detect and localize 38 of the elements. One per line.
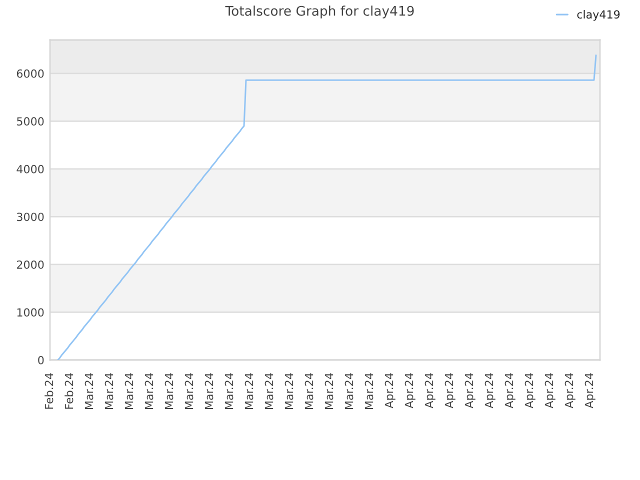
- x-tick-label: Mar.24: [164, 373, 174, 410]
- x-tick-label: Mar.24: [284, 373, 294, 410]
- y-tick-label: 3000: [17, 212, 44, 222]
- x-tick-label: Apr.24: [424, 373, 436, 408]
- x-tick-label: Mar.24: [104, 373, 114, 410]
- x-tick-label: Mar.24: [184, 373, 194, 410]
- x-tick-label: Mar.24: [304, 373, 314, 410]
- legend-label: clay419: [577, 10, 620, 21]
- x-tick-label: Feb.24: [44, 373, 54, 409]
- x-tick-label: Apr.24: [484, 373, 496, 408]
- x-tick-label: Apr.24: [584, 373, 596, 408]
- y-tick-label: 1000: [17, 308, 44, 317]
- x-tick-label: Mar.24: [364, 373, 374, 410]
- x-tick-label: Apr.24: [544, 373, 556, 408]
- x-tick-label: Mar.24: [264, 373, 274, 410]
- x-tick-label: Mar.24: [204, 373, 214, 410]
- y-tick-label: 4000: [16, 164, 44, 174]
- x-tick-label: Feb.24: [64, 373, 74, 409]
- x-tick-label: Apr.24: [444, 373, 456, 408]
- y-tick-label: 2000: [16, 260, 44, 269]
- x-tick-label: Mar.24: [124, 373, 134, 410]
- x-tick-label: Apr.24: [524, 373, 536, 408]
- x-tick-label: Apr.24: [504, 373, 516, 408]
- y-tick-label: 6000: [16, 69, 44, 78]
- x-tick-label: Mar.24: [144, 373, 154, 410]
- x-tick-label: Apr.24: [564, 373, 576, 408]
- x-tick-label: Mar.24: [84, 373, 94, 410]
- x-tick-label: Apr.24: [464, 373, 476, 408]
- x-tick-label: Mar.24: [344, 373, 354, 410]
- y-tick-label: 0: [38, 356, 44, 364]
- x-tick-label: Mar.24: [244, 373, 254, 410]
- x-tick-label: Apr.24: [384, 373, 396, 408]
- x-tick-label: Mar.24: [224, 373, 234, 410]
- y-tick-label: 5000: [17, 117, 44, 126]
- chart-title: Totalscore Graph for clay419: [225, 6, 414, 18]
- x-tick-label: Mar.24: [324, 373, 334, 410]
- line-series: [57, 54, 597, 360]
- x-tick-label: Apr.24: [404, 373, 416, 408]
